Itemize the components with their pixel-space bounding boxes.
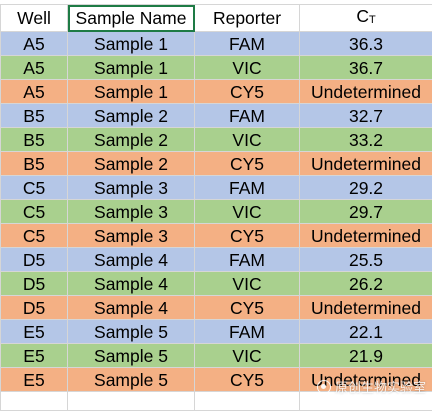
sample-name-cell[interactable]: Sample 2 [68, 152, 195, 176]
ct-cell[interactable]: 22.1 [300, 320, 432, 344]
well-cell[interactable]: C5 [1, 224, 68, 248]
sample-name-cell[interactable]: Sample 4 [68, 296, 195, 320]
well-cell[interactable]: B5 [1, 104, 68, 128]
reporter-cell[interactable]: CY5 [195, 224, 300, 248]
reporter-cell[interactable]: VIC [195, 56, 300, 80]
reporter-cell[interactable]: VIC [195, 128, 300, 152]
ct-cell[interactable]: 26.2 [300, 272, 432, 296]
well-cell[interactable]: E5 [1, 344, 68, 368]
ct-cell[interactable]: Undetermined [300, 80, 432, 104]
sample-name-cell[interactable]: Sample 5 [68, 344, 195, 368]
well-cell[interactable]: C5 [1, 176, 68, 200]
ct-cell[interactable]: Undetermined [300, 224, 432, 248]
header-well-cell[interactable]: Well [1, 5, 68, 32]
ct-cell[interactable]: 36.7 [300, 56, 432, 80]
reporter-cell[interactable]: VIC [195, 344, 300, 368]
empty-cell[interactable] [195, 392, 300, 411]
header-sample-name-cell[interactable]: Sample Name [68, 5, 195, 32]
well-cell[interactable]: D5 [1, 296, 68, 320]
well-cell[interactable]: A5 [1, 80, 68, 104]
empty-row [1, 392, 432, 411]
sample-name-cell[interactable]: Sample 3 [68, 200, 195, 224]
empty-cell[interactable] [300, 392, 432, 411]
sample-name-cell[interactable]: Sample 2 [68, 128, 195, 152]
ct-cell[interactable]: Undetermined [300, 368, 432, 392]
reporter-cell[interactable]: CY5 [195, 368, 300, 392]
ct-cell[interactable]: 21.9 [300, 344, 432, 368]
ct-cell[interactable]: 25.5 [300, 248, 432, 272]
ct-cell[interactable]: Undetermined [300, 152, 432, 176]
well-cell[interactable]: D5 [1, 272, 68, 296]
sample-name-cell[interactable]: Sample 3 [68, 224, 195, 248]
reporter-cell[interactable]: FAM [195, 176, 300, 200]
reporter-cell[interactable]: CY5 [195, 296, 300, 320]
reporter-cell[interactable]: FAM [195, 104, 300, 128]
ct-cell[interactable]: Undetermined [300, 296, 432, 320]
reporter-cell[interactable]: VIC [195, 272, 300, 296]
sample-name-cell[interactable]: Sample 2 [68, 104, 195, 128]
sample-name-cell[interactable]: Sample 4 [68, 272, 195, 296]
well-cell[interactable]: E5 [1, 368, 68, 392]
header-ct-main: C [356, 6, 369, 26]
reporter-cell[interactable]: CY5 [195, 152, 300, 176]
ct-cell[interactable]: 32.7 [300, 104, 432, 128]
reporter-cell[interactable]: CY5 [195, 80, 300, 104]
well-cell[interactable]: C5 [1, 200, 68, 224]
ct-cell[interactable]: 36.3 [300, 32, 432, 56]
sample-name-cell[interactable]: Sample 1 [68, 56, 195, 80]
header-ct-cell[interactable]: CT [300, 5, 432, 32]
well-cell[interactable]: A5 [1, 32, 68, 56]
header-reporter-cell[interactable]: Reporter [195, 5, 300, 32]
well-cell[interactable]: D5 [1, 248, 68, 272]
header-row: Well Sample Name Reporter CT [1, 5, 432, 32]
reporter-cell[interactable]: FAM [195, 248, 300, 272]
ct-cell[interactable]: 33.2 [300, 128, 432, 152]
well-cell[interactable]: B5 [1, 152, 68, 176]
empty-cell[interactable] [68, 392, 195, 411]
sample-name-cell[interactable]: Sample 1 [68, 32, 195, 56]
ct-cell[interactable]: 29.2 [300, 176, 432, 200]
ct-cell[interactable]: 29.7 [300, 200, 432, 224]
well-cell[interactable]: B5 [1, 128, 68, 152]
reporter-cell[interactable]: FAM [195, 32, 300, 56]
sample-name-cell[interactable]: Sample 1 [68, 80, 195, 104]
empty-cell[interactable] [1, 392, 68, 411]
well-cell[interactable]: E5 [1, 320, 68, 344]
reporter-cell[interactable]: FAM [195, 320, 300, 344]
sample-name-cell[interactable]: Sample 3 [68, 176, 195, 200]
sample-name-cell[interactable]: Sample 5 [68, 320, 195, 344]
reporter-cell[interactable]: VIC [195, 200, 300, 224]
sample-name-cell[interactable]: Sample 5 [68, 368, 195, 392]
well-cell[interactable]: A5 [1, 56, 68, 80]
header-ct-subscript: T [369, 14, 376, 26]
sample-name-cell[interactable]: Sample 4 [68, 248, 195, 272]
